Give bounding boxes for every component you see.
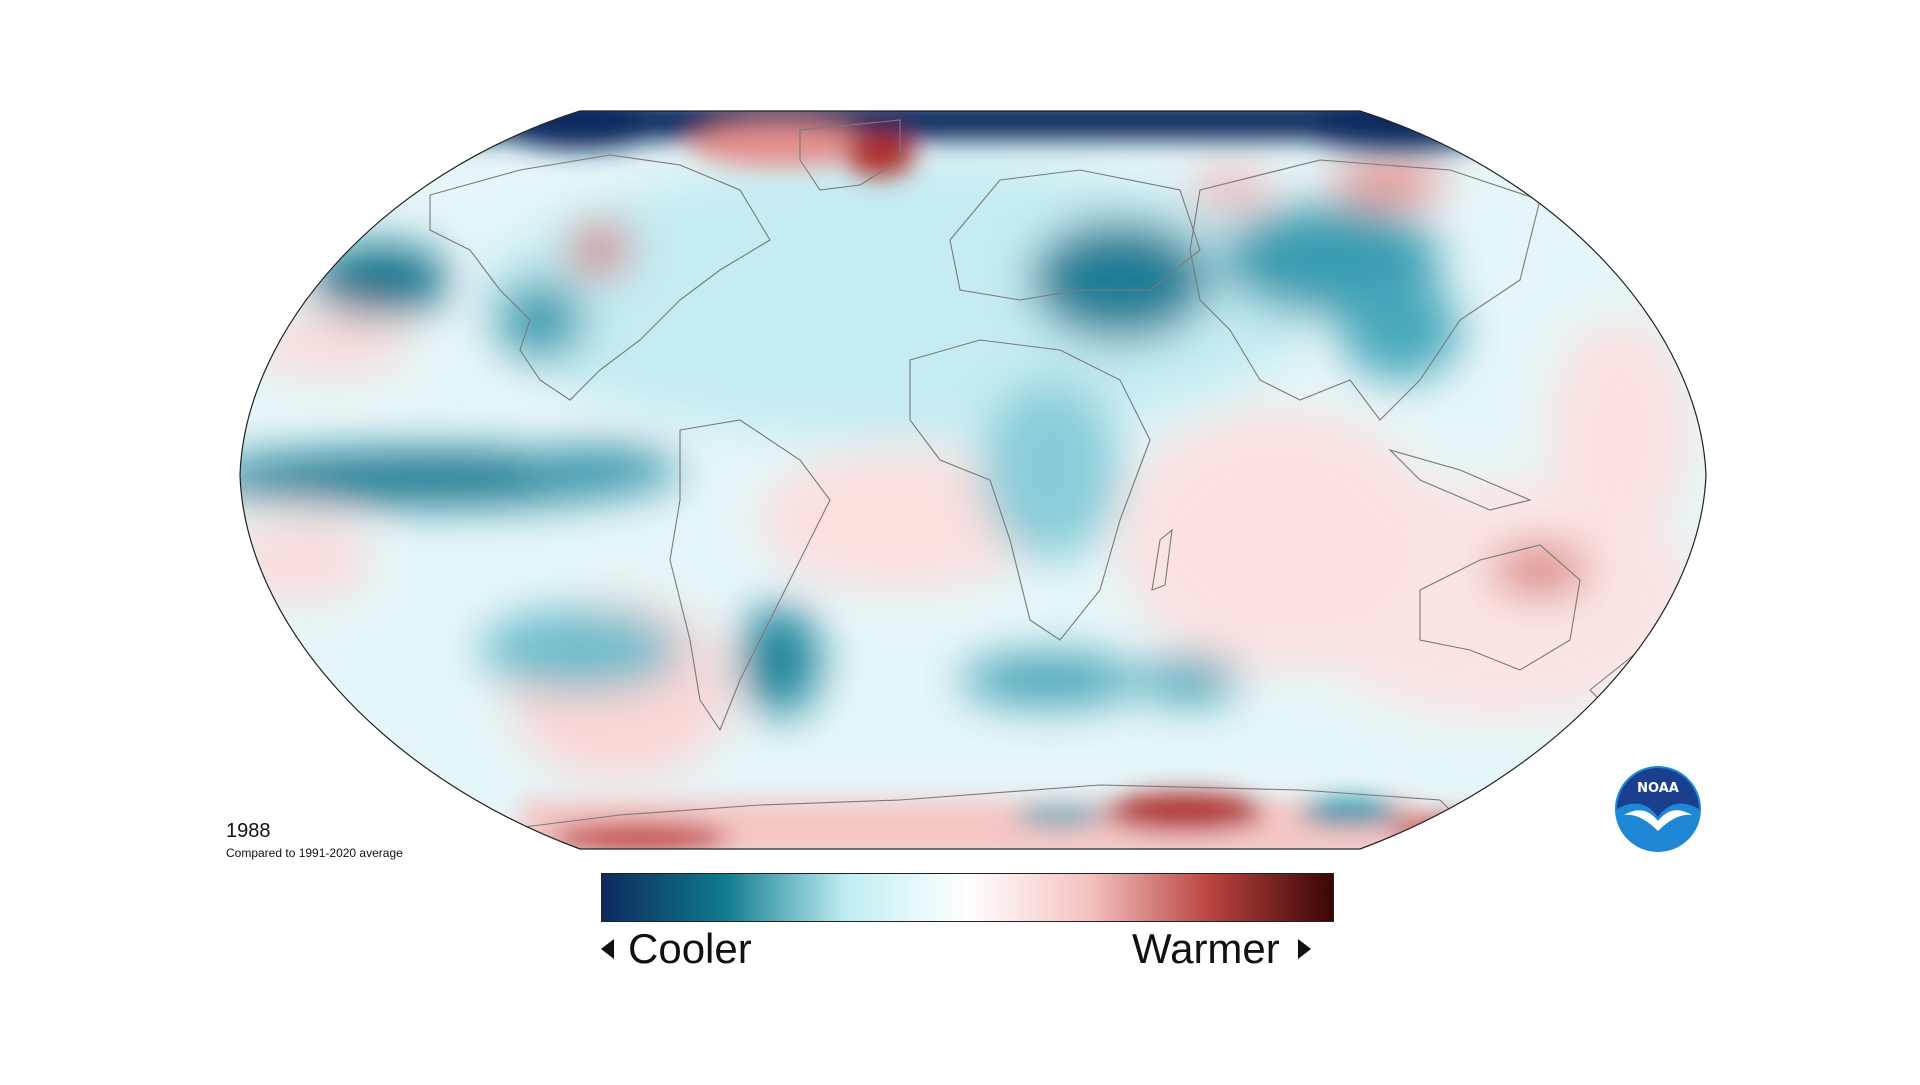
- legend-color-bar: [601, 873, 1334, 922]
- anomaly-field: [240, 111, 1706, 849]
- left-triangle-icon: [601, 939, 614, 959]
- year-label: 1988: [226, 820, 271, 842]
- coastlines: [429, 119, 1651, 841]
- cooler-label: Cooler: [628, 925, 752, 972]
- noaa-logo-text: NOAA: [1637, 781, 1679, 796]
- legend-cooler: Cooler: [601, 928, 752, 970]
- right-triangle-icon: [1297, 939, 1311, 959]
- noaa-logo-icon: NOAA: [1614, 765, 1702, 853]
- comparison-label: Compared to 1991-2020 average: [226, 846, 403, 860]
- legend-warmer: Warmer: [1132, 928, 1311, 970]
- warmer-label: Warmer: [1132, 925, 1280, 972]
- globe-outline: [239, 110, 1707, 850]
